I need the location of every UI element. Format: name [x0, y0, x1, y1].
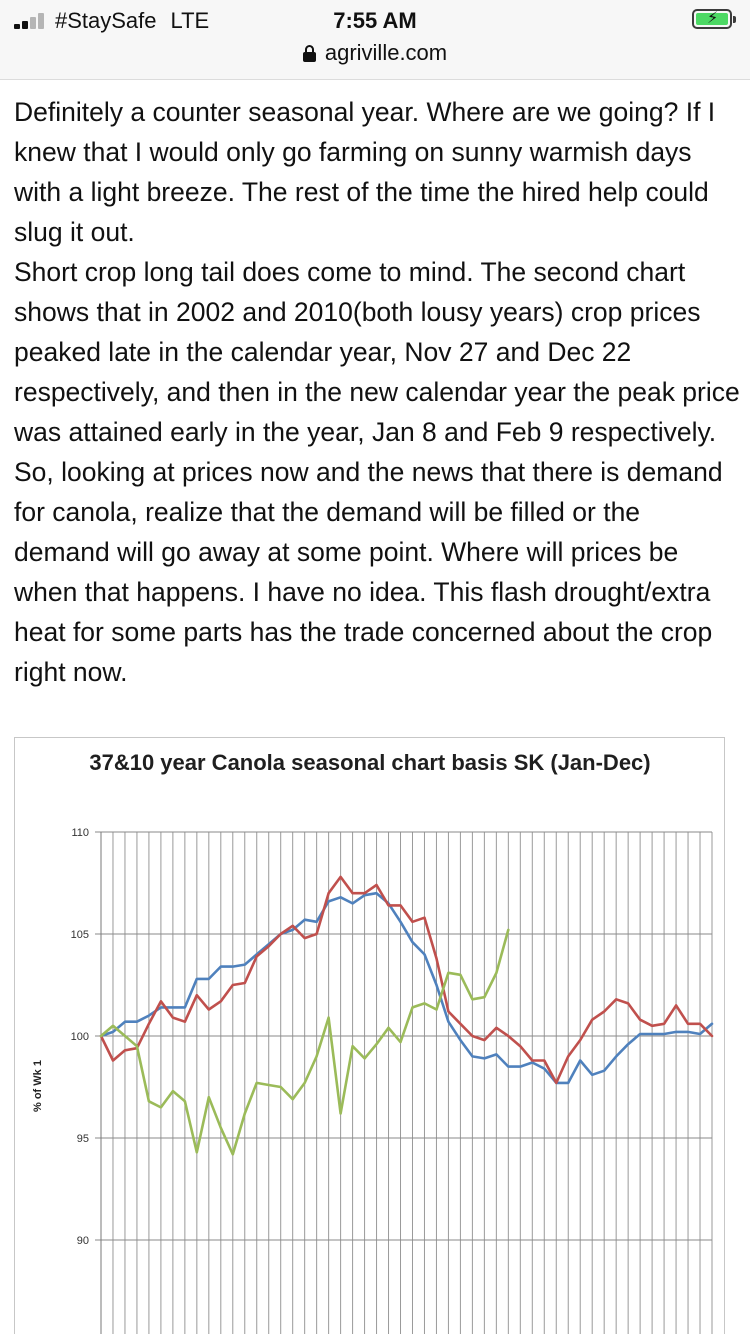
url-text: agriville.com — [324, 40, 448, 65]
y-tick-label: 110 — [71, 827, 89, 839]
chart-title: 37&10 year Canola seasonal chart basis S… — [89, 750, 651, 775]
lock-icon — [302, 45, 316, 62]
charging-bolt-icon: ⚡ — [707, 10, 719, 27]
y-tick-label: 105 — [71, 929, 89, 941]
series-line-3 — [99, 928, 510, 1156]
network-type: LTE — [170, 8, 210, 33]
carrier-label: #StaySafe LTE — [55, 8, 209, 34]
carrier-name: #StaySafe — [55, 8, 157, 33]
charging-battery-icon: ⚡ — [692, 9, 736, 29]
series-line-1 — [99, 891, 714, 1085]
status-time: 7:55 AM — [333, 8, 417, 33]
status-bar: #StaySafe LTE 7:55 AM ⚡ agriville.com — [0, 0, 750, 80]
address-bar[interactable]: agriville.com — [0, 40, 750, 66]
post-paragraph: So, looking at prices now and the news t… — [14, 457, 723, 687]
battery-fill: ⚡ — [696, 10, 728, 27]
y-tick-label: 95 — [77, 1133, 89, 1145]
series-line-2 — [99, 875, 714, 1085]
y-tick-label: 90 — [77, 1235, 89, 1247]
signal-strength-icon — [14, 13, 48, 29]
seasonal-chart-image[interactable]: 37&10 year Canola seasonal chart basis S… — [14, 737, 725, 1334]
post-paragraph: Short crop long tail does come to mind. … — [14, 257, 740, 447]
y-tick-label: 100 — [71, 1031, 89, 1043]
chart-plot: 110 105 100 95 90 — [71, 827, 714, 1334]
post-body: Definitely a counter seasonal year. Wher… — [14, 92, 740, 692]
post-paragraph: Definitely a counter seasonal year. Wher… — [14, 97, 716, 247]
